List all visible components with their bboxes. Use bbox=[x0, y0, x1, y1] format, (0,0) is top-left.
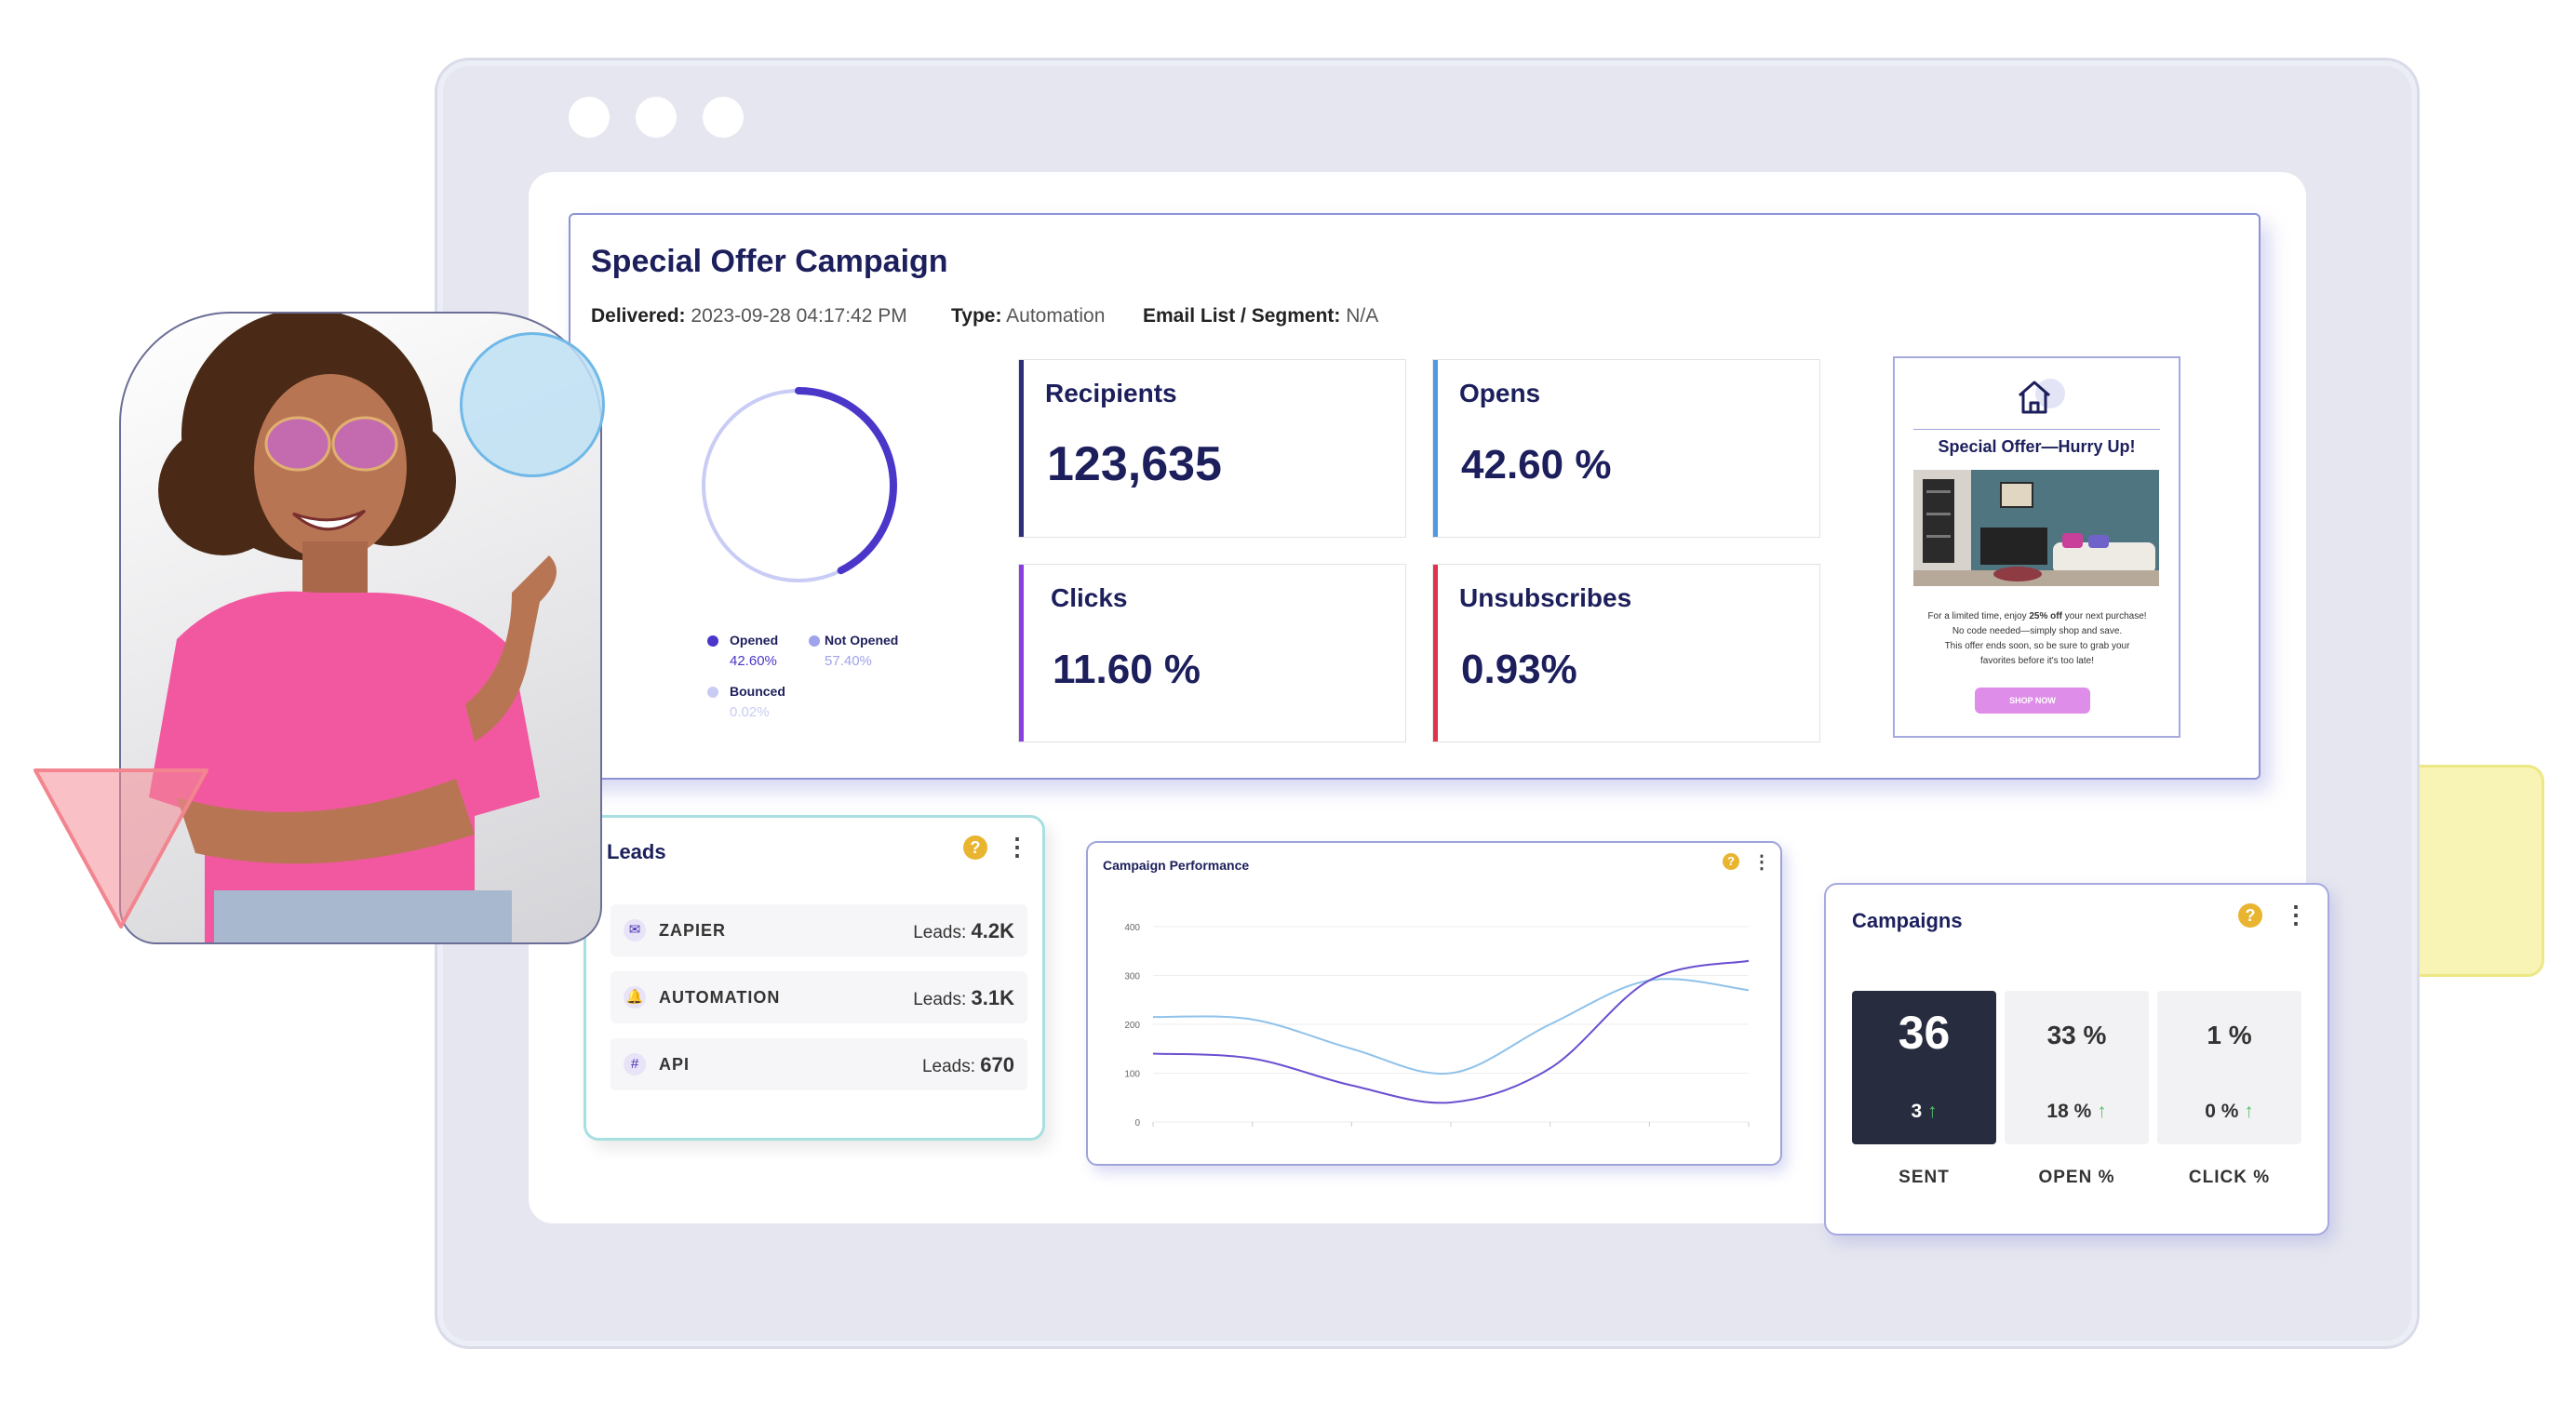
metric-open[interactable]: 33 % 18 % ↑ OPEN % bbox=[2005, 991, 2149, 1187]
stat-label: Opens bbox=[1459, 379, 1541, 407]
lead-source-name: API bbox=[659, 1055, 691, 1074]
arrow-up-icon: ↑ bbox=[2097, 1101, 2107, 1122]
email-body-text: For a limited time, enjoy 25% off your n… bbox=[1927, 611, 2147, 666]
arrow-up-icon: ↑ bbox=[2244, 1101, 2254, 1122]
legend-label-opened: Opened bbox=[730, 633, 779, 648]
stat-value: 0.93% bbox=[1461, 647, 1577, 692]
leads-title: Leads bbox=[607, 840, 666, 863]
metric-change: 18 % ↑ bbox=[2046, 1101, 2107, 1122]
legend-label-bounced: Bounced bbox=[730, 684, 785, 699]
series-line-1 bbox=[1152, 978, 1750, 1075]
metric-value: 33 % bbox=[2046, 1021, 2107, 1049]
campaigns-more-icon[interactable]: ⋮ bbox=[2284, 901, 2308, 928]
home-icon bbox=[2019, 379, 2065, 414]
campaign-title: Special Offer Campaign bbox=[591, 244, 948, 279]
performance-help-icon[interactable]: ? bbox=[1723, 853, 1739, 870]
arrow-up-icon: ↑ bbox=[1927, 1101, 1938, 1122]
leads-widget: Leads ? ⋮ ✉ ZAPIER Leads: 4.2K 🔔 AUTOMAT… bbox=[584, 815, 1045, 1141]
stat-value: 123,635 bbox=[1047, 437, 1222, 491]
y-tick-label: 300 bbox=[1124, 972, 1140, 982]
y-tick-label: 400 bbox=[1124, 923, 1140, 933]
living-room-image bbox=[1913, 470, 2159, 586]
hashtag-icon: # bbox=[624, 1053, 646, 1075]
leads-help-icon[interactable]: ? bbox=[963, 835, 987, 860]
y-tick-label: 100 bbox=[1124, 1070, 1140, 1080]
lead-source-name: AUTOMATION bbox=[659, 988, 781, 1007]
lead-count: Leads: 3.1K bbox=[913, 986, 1014, 1009]
delivered-meta: Delivered: 2023-09-28 04:17:42 PM bbox=[591, 305, 907, 327]
stat-value: 11.60 % bbox=[1053, 647, 1201, 692]
legend-dot-bounced bbox=[707, 687, 718, 698]
leads-more-icon[interactable]: ⋮ bbox=[1005, 833, 1029, 861]
email-preview[interactable]: Special Offer—Hurry Up! For a limited ti… bbox=[1893, 356, 2180, 738]
performance-more-icon[interactable]: ⋮ bbox=[1752, 852, 1771, 873]
stat-label: Recipients bbox=[1045, 379, 1177, 407]
campaigns-help-icon[interactable]: ? bbox=[2238, 903, 2262, 928]
performance-line-chart: 400 300 200 100 0 bbox=[1124, 923, 1750, 1129]
window-dot-2 bbox=[636, 97, 677, 138]
stat-bar-recipients bbox=[1019, 360, 1024, 537]
donut-opened-arc bbox=[700, 387, 897, 584]
email-divider bbox=[1913, 429, 2160, 430]
window-dot-1 bbox=[569, 97, 610, 138]
metric-caption: OPEN % bbox=[2038, 1168, 2115, 1187]
stat-label: Clicks bbox=[1051, 583, 1128, 612]
campaign-performance-widget: Campaign Performance ? ⋮ 400 300 200 100 0 bbox=[1086, 841, 1782, 1166]
legend-value-bounced: 0.02% bbox=[730, 704, 770, 720]
email-icon: ✉ bbox=[624, 919, 646, 942]
stat-label: Unsubscribes bbox=[1459, 583, 1632, 612]
decor-red-triangle bbox=[34, 768, 208, 928]
stat-value: 42.60 % bbox=[1461, 442, 1612, 488]
metric-caption: SENT bbox=[1898, 1168, 1950, 1187]
segment-meta: Email List / Segment: N/A bbox=[1143, 305, 1379, 327]
metric-value: 36 bbox=[1898, 1007, 1951, 1059]
lead-row-api[interactable]: # API Leads: 670 bbox=[610, 1038, 1027, 1090]
lead-source-name: ZAPIER bbox=[659, 921, 727, 940]
metric-value: 1 % bbox=[2207, 1021, 2252, 1049]
metric-change: 0 % ↑ bbox=[2205, 1101, 2254, 1122]
legend-dot-opened bbox=[707, 635, 718, 647]
legend-value-opened: 42.60% bbox=[730, 653, 777, 669]
legend-dot-not-opened bbox=[809, 635, 820, 647]
type-meta: Type: Automation bbox=[951, 305, 1106, 327]
legend-value-not-opened: 57.40% bbox=[825, 653, 872, 669]
y-tick-label: 200 bbox=[1124, 1021, 1140, 1031]
email-title: Special Offer—Hurry Up! bbox=[1938, 437, 2136, 456]
campaigns-title: Campaigns bbox=[1852, 909, 1963, 932]
lead-row-automation[interactable]: 🔔 AUTOMATION Leads: 3.1K bbox=[610, 971, 1027, 1023]
metric-sent[interactable]: 36 3 ↑ SENT bbox=[1852, 991, 1996, 1187]
stat-bar-opens bbox=[1433, 360, 1438, 537]
stat-unsubscribes: Unsubscribes 0.93% bbox=[1432, 564, 1820, 742]
y-tick-label: 0 bbox=[1134, 1118, 1140, 1129]
legend-label-not-opened: Not Opened bbox=[825, 633, 899, 648]
lead-row-zapier[interactable]: ✉ ZAPIER Leads: 4.2K bbox=[610, 904, 1027, 956]
metric-click[interactable]: 1 % 0 % ↑ CLICK % bbox=[2157, 991, 2301, 1187]
series-line-2 bbox=[1152, 959, 1750, 1104]
performance-title: Campaign Performance bbox=[1103, 858, 1250, 873]
metric-caption: CLICK % bbox=[2188, 1168, 2271, 1187]
decor-blue-circle bbox=[460, 332, 605, 477]
stat-bar-clicks bbox=[1019, 565, 1024, 741]
bell-icon: 🔔 bbox=[624, 986, 646, 1009]
stat-recipients: Recipients 123,635 bbox=[1018, 359, 1406, 538]
stat-bar-unsubscribes bbox=[1433, 565, 1438, 741]
shop-now-button[interactable]: SHOP NOW bbox=[1975, 688, 2090, 714]
person-illustration bbox=[149, 314, 557, 942]
stat-opens: Opens 42.60 % bbox=[1432, 359, 1820, 538]
window-dot-3 bbox=[703, 97, 744, 138]
metric-change: 3 ↑ bbox=[1911, 1101, 1938, 1122]
lead-count: Leads: 4.2K bbox=[913, 919, 1014, 942]
campaigns-widget: Campaigns ? ⋮ 36 3 ↑ SENT 33 % 18 % ↑ OP… bbox=[1824, 883, 2329, 1236]
lead-count: Leads: 670 bbox=[921, 1053, 1014, 1076]
stat-clicks: Clicks 11.60 % bbox=[1018, 564, 1406, 742]
opens-donut-chart bbox=[700, 387, 897, 584]
